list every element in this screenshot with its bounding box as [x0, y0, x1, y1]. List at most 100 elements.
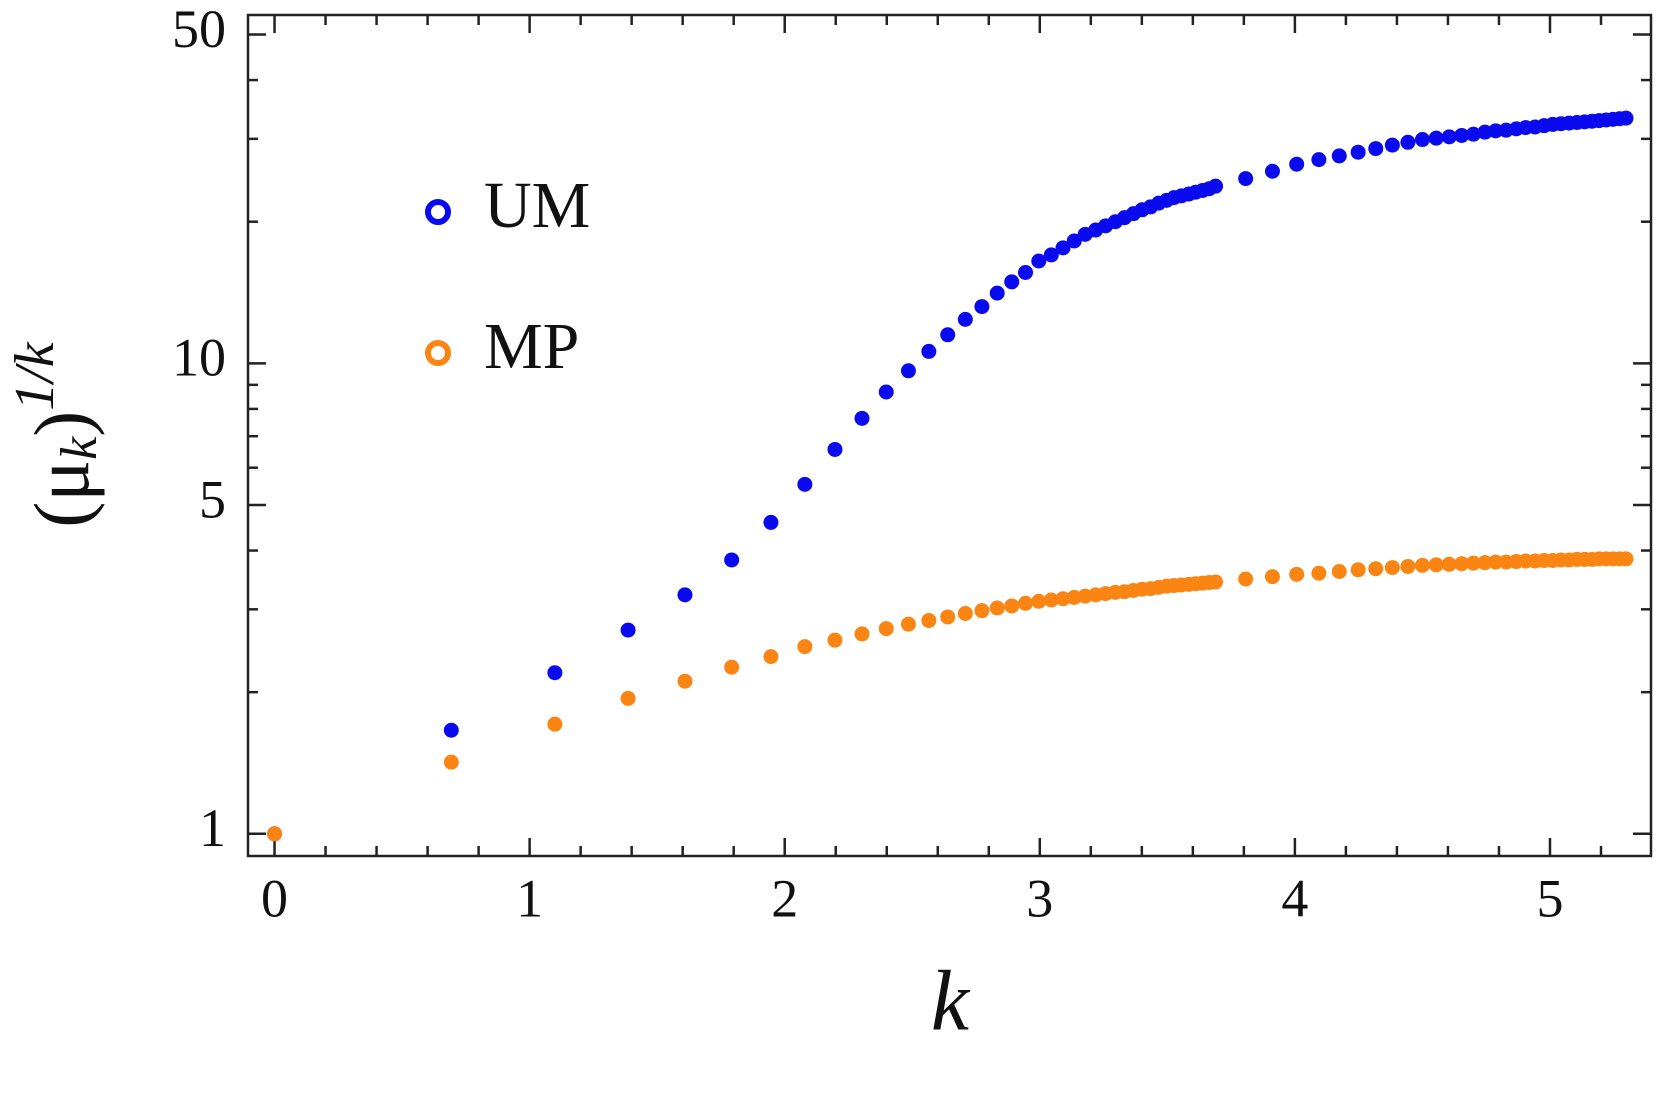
- data-point: [854, 626, 870, 642]
- x-tick-label: 1: [516, 868, 543, 928]
- data-point: [1311, 152, 1327, 168]
- data-point: [921, 613, 937, 629]
- y-tick-label: 5: [199, 469, 226, 529]
- data-point: [1264, 569, 1280, 585]
- data-point: [677, 587, 693, 603]
- data-point: [1311, 565, 1327, 581]
- data-point: [547, 716, 563, 732]
- data-point: [443, 722, 459, 738]
- data-point: [974, 299, 990, 315]
- data-point: [1441, 129, 1457, 145]
- data-point: [547, 665, 563, 681]
- data-point: [1368, 561, 1384, 577]
- legend-label: MP: [484, 310, 579, 383]
- x-tick-label: 4: [1281, 868, 1308, 928]
- y-label-base: (μ: [18, 460, 105, 528]
- x-axis-label: k: [931, 953, 971, 1049]
- legend-marker: [425, 199, 451, 225]
- y-label-sup: 1/k: [4, 341, 66, 411]
- data-point: [677, 673, 693, 689]
- data-point: [989, 600, 1005, 616]
- data-point: [1441, 556, 1457, 572]
- data-point: [957, 311, 973, 327]
- data-point: [620, 690, 636, 706]
- y-tick-label: 10: [172, 328, 226, 388]
- x-tick-label: 2: [771, 868, 798, 928]
- data-point: [797, 476, 813, 492]
- data-point: [1055, 591, 1071, 607]
- data-point: [443, 754, 459, 770]
- data-point: [1454, 556, 1470, 572]
- data-point: [797, 639, 813, 655]
- data-point: [1350, 562, 1366, 578]
- legend-label: UM: [484, 169, 590, 242]
- data-point: [957, 605, 973, 621]
- data-point: [763, 514, 779, 530]
- data-point: [989, 285, 1005, 301]
- data-point: [1055, 240, 1071, 256]
- data-point: [1428, 557, 1444, 573]
- data-point: [1031, 593, 1047, 609]
- data-point: [1031, 253, 1047, 269]
- data-point: [1004, 274, 1020, 290]
- data-point: [1414, 132, 1430, 148]
- data-point: [1465, 555, 1481, 571]
- data-point: [1428, 130, 1444, 146]
- data-point: [878, 384, 894, 400]
- data-point: [1465, 126, 1481, 142]
- y-tick-label: 50: [172, 0, 226, 59]
- data-point: [724, 552, 740, 568]
- data-point: [1238, 171, 1254, 187]
- data-point: [1618, 551, 1634, 567]
- data-point: [1400, 134, 1416, 150]
- data-point: [1331, 563, 1347, 579]
- data-point: [1043, 592, 1059, 608]
- data-point: [1238, 571, 1254, 587]
- legend-marker: [425, 340, 451, 366]
- data-point: [1208, 178, 1224, 194]
- data-point: [1066, 233, 1082, 249]
- data-point: [1289, 566, 1305, 582]
- data-point: [1018, 595, 1034, 611]
- y-axis-label: (μk)1/k: [4, 341, 108, 527]
- data-point: [1208, 574, 1224, 590]
- data-point: [900, 363, 916, 379]
- data-point: [921, 343, 937, 359]
- data-point: [1414, 557, 1430, 573]
- data-point: [854, 410, 870, 426]
- data-point: [1066, 589, 1082, 605]
- data-point: [974, 603, 990, 619]
- data-point: [620, 622, 636, 638]
- data-point: [900, 616, 916, 632]
- x-tick-label: 5: [1536, 868, 1563, 928]
- data-point: [940, 609, 956, 625]
- data-point: [1618, 110, 1634, 126]
- data-point: [1264, 163, 1280, 179]
- data-point: [940, 327, 956, 343]
- y-tick-label: 1: [199, 798, 226, 858]
- data-point: [827, 441, 843, 457]
- data-point: [1384, 560, 1400, 576]
- data-point: [724, 659, 740, 675]
- x-tick-label: 0: [261, 868, 288, 928]
- data-point: [878, 621, 894, 637]
- y-label-close: ): [18, 411, 105, 437]
- data-point: [1488, 554, 1504, 570]
- data-point: [1477, 555, 1493, 571]
- data-point: [1004, 598, 1020, 614]
- data-point: [1043, 247, 1059, 263]
- data-point: [763, 649, 779, 665]
- data-point: [1400, 558, 1416, 574]
- data-point: [1384, 137, 1400, 153]
- data-point: [1350, 144, 1366, 160]
- data-point: [1289, 156, 1305, 172]
- data-point: [827, 632, 843, 648]
- x-tick-label: 3: [1026, 868, 1053, 928]
- data-point: [1018, 264, 1034, 280]
- data-point: [1331, 148, 1347, 164]
- y-label-sub: k: [51, 436, 108, 460]
- data-point: [1454, 127, 1470, 143]
- data-point: [1368, 141, 1384, 157]
